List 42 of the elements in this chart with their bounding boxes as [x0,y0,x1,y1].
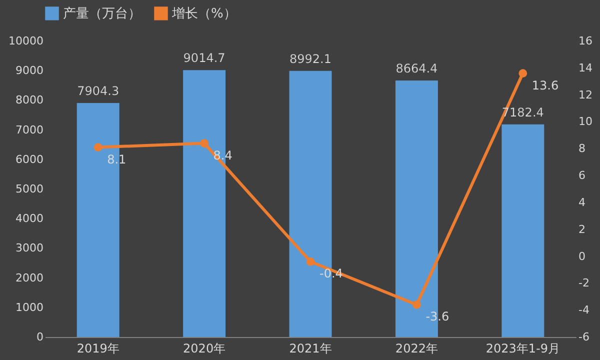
y-tick-label: 10000 [8,34,44,48]
point [518,69,528,78]
y2-tick-label: -4 [578,304,590,317]
y2-tick-label: 0 [578,250,586,263]
y2-tick-label: 2 [578,222,586,236]
x-tick-label: 2019年 [76,342,120,356]
y2-tick-label: 14 [578,61,592,74]
y-tick-label: 5000 [16,182,44,196]
point [200,139,208,148]
point [94,143,102,152]
y2-tick-label: 8 [578,142,586,156]
x-tick-label: 2021年 [289,342,332,356]
y2-tick-label: -6 [578,330,590,344]
x-tick-label: 2022年 [395,342,438,356]
y-tick-label: 8000 [16,94,44,107]
point [412,300,421,309]
legend-label: 增长（%） [171,6,236,22]
y2-tick-label: 12 [578,88,592,102]
y-tick-label: 1000 [16,300,44,314]
y2-tick-label: 10 [578,115,592,128]
y-tick-label: 0 [36,330,44,344]
x-tick-label: 2020年 [183,342,226,356]
y-tick-label: 3000 [16,242,44,255]
legend-label: 产量（万台） [63,6,141,22]
y2-tick-label: -2 [578,276,590,290]
data-label: 8664.4 [396,62,438,76]
data-label: 13.6 [532,78,559,92]
y-tick-label: 2000 [16,271,44,284]
data-label: 8992.1 [290,52,332,66]
bar [502,124,544,337]
data-label: 9014.7 [183,51,226,66]
y-tick-label: 4000 [16,212,44,226]
y-tick-label: 9000 [16,64,44,78]
x-tick-label: 2023年1-9月 [486,342,560,356]
y2-tick-label: 6 [578,169,586,182]
data-label: 8.4 [213,148,232,162]
y2-tick-label: 16 [578,34,592,48]
point [306,257,315,266]
y2-tick-label: 4 [578,196,586,209]
y-tick-label: 6000 [16,152,44,166]
y-tick-label: 7000 [16,123,44,136]
data-label: 7904.3 [77,84,120,98]
